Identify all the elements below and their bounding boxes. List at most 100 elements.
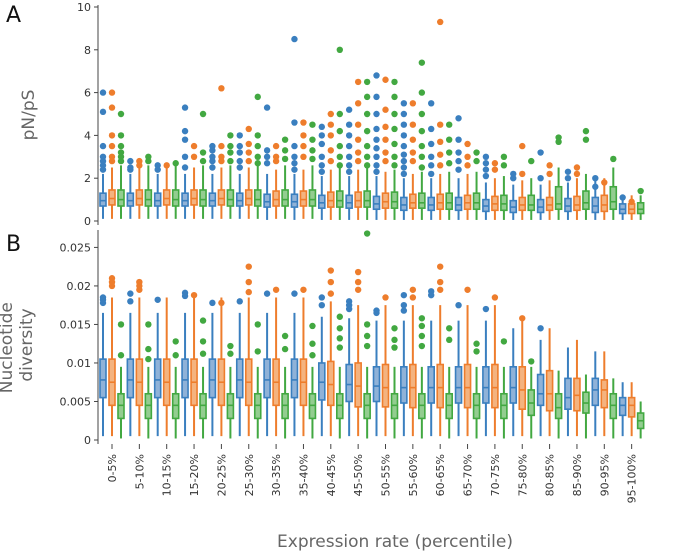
box	[363, 190, 371, 208]
outlier-point	[199, 350, 207, 357]
outlier-point	[190, 153, 198, 160]
outlier-point	[336, 127, 343, 135]
outlier-point	[99, 89, 107, 96]
outlier-point	[610, 155, 617, 163]
outlier-point	[437, 286, 444, 293]
outlier-point	[500, 162, 508, 169]
outlier-point	[236, 142, 243, 150]
outlier-point	[592, 175, 599, 182]
outlier-point	[354, 149, 362, 156]
outlier-point	[573, 164, 581, 171]
outlier-point	[327, 132, 334, 139]
outlier-point	[418, 110, 426, 118]
box	[144, 189, 153, 207]
outlier-point	[418, 315, 426, 322]
box	[582, 190, 590, 211]
outlier-point	[418, 153, 426, 160]
outlier-point	[373, 153, 380, 160]
outlier-point	[582, 136, 590, 143]
outlier-point	[263, 290, 271, 297]
outlier-point	[254, 160, 261, 167]
outlier-point	[354, 100, 362, 107]
outlier-point	[263, 104, 271, 111]
outlier-point	[281, 147, 289, 154]
outlier-point	[345, 142, 353, 150]
outlier-point	[309, 147, 316, 154]
box	[482, 366, 490, 404]
outlier-point	[564, 175, 572, 182]
box	[472, 192, 481, 211]
outlier-point	[373, 72, 380, 79]
box	[454, 196, 463, 212]
outlier-point	[336, 153, 343, 160]
outlier-point	[136, 286, 143, 293]
outlier-point	[327, 157, 334, 165]
outlier-point	[437, 18, 444, 26]
outlier-point	[528, 157, 535, 165]
outlier-point	[117, 321, 125, 328]
outlier-point	[181, 136, 189, 143]
outlier-point	[245, 263, 252, 270]
box	[600, 379, 609, 409]
box	[545, 369, 554, 412]
outlier-point	[336, 110, 343, 118]
y-tick-label: 0.005	[60, 395, 92, 408]
outlier-point	[573, 170, 581, 178]
box	[99, 192, 107, 207]
outlier-point	[327, 121, 334, 128]
box	[235, 192, 244, 207]
box	[436, 363, 445, 409]
outlier-point	[245, 140, 252, 148]
outlier-point	[455, 115, 462, 122]
outlier-point	[245, 157, 252, 165]
box	[153, 192, 162, 207]
outlier-point	[391, 78, 398, 86]
outlier-point	[127, 290, 134, 297]
outlier-point	[428, 162, 435, 169]
box	[372, 195, 381, 211]
x-tick-label: 5-10%	[133, 454, 146, 489]
outlier-point	[336, 162, 343, 169]
x-tick-label: 75-80%	[516, 454, 529, 496]
outlier-point	[354, 286, 362, 293]
box	[345, 194, 353, 209]
box	[445, 192, 454, 211]
outlier-point	[199, 157, 207, 165]
outlier-point	[245, 149, 252, 156]
outlier-point	[108, 89, 116, 96]
outlier-point	[263, 147, 271, 154]
outlier-point	[363, 321, 371, 328]
box	[536, 198, 545, 214]
outlier-point	[400, 100, 408, 107]
outlier-point	[209, 147, 216, 154]
outlier-point	[309, 340, 316, 347]
outlier-point	[437, 151, 444, 158]
box	[299, 190, 308, 207]
outlier-point	[373, 145, 380, 152]
panel-b-ylabel-line1: Nucleotide	[0, 302, 17, 393]
outlier-point	[108, 132, 116, 139]
outlier-point	[318, 132, 325, 139]
box	[427, 366, 436, 404]
outlier-point	[181, 104, 189, 111]
box	[135, 189, 144, 206]
outlier-point	[336, 46, 343, 53]
box	[181, 358, 189, 399]
outlier-point	[363, 142, 371, 150]
outlier-point	[382, 157, 389, 165]
outlier-point	[127, 166, 134, 173]
outlier-point	[345, 121, 353, 128]
outlier-point	[327, 267, 334, 274]
outlier-point	[236, 157, 243, 165]
outlier-point	[400, 121, 408, 128]
outlier-point	[354, 278, 362, 286]
y-tick-label: 0.02	[67, 280, 92, 293]
outlier-point	[455, 157, 462, 165]
outlier-point	[382, 294, 389, 301]
outlier-point	[245, 278, 252, 286]
x-tick-label: 95-100%	[626, 454, 639, 503]
box	[491, 363, 499, 409]
box	[244, 189, 253, 206]
outlier-point	[464, 153, 471, 160]
outlier-point	[418, 332, 426, 340]
